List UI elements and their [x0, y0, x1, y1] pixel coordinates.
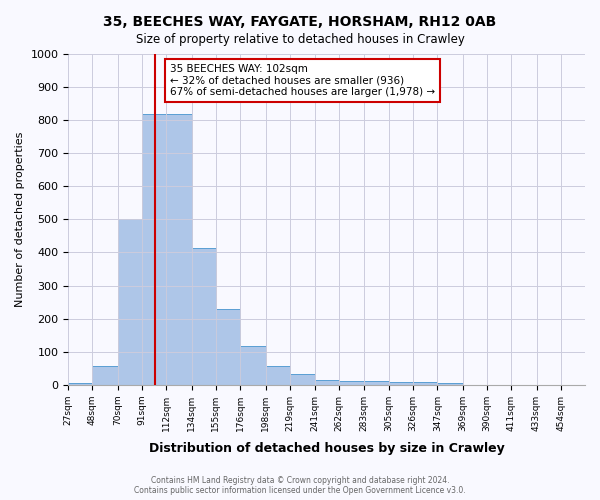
Y-axis label: Number of detached properties: Number of detached properties: [15, 132, 25, 307]
Bar: [118, 220, 142, 385]
Bar: [290, 374, 315, 385]
Bar: [166, 114, 191, 385]
Bar: [413, 382, 437, 385]
Bar: [92, 366, 118, 385]
Bar: [364, 381, 389, 385]
Text: Size of property relative to detached houses in Crawley: Size of property relative to detached ho…: [136, 32, 464, 46]
Bar: [142, 114, 166, 385]
X-axis label: Distribution of detached houses by size in Crawley: Distribution of detached houses by size …: [149, 442, 505, 455]
Text: Contains HM Land Registry data © Crown copyright and database right 2024.
Contai: Contains HM Land Registry data © Crown c…: [134, 476, 466, 495]
Text: 35, BEECHES WAY, FAYGATE, HORSHAM, RH12 0AB: 35, BEECHES WAY, FAYGATE, HORSHAM, RH12 …: [103, 15, 497, 29]
Bar: [389, 382, 413, 385]
Bar: [437, 383, 463, 385]
Text: 35 BEECHES WAY: 102sqm
← 32% of detached houses are smaller (936)
67% of semi-de: 35 BEECHES WAY: 102sqm ← 32% of detached…: [170, 64, 435, 97]
Bar: [240, 346, 266, 385]
Bar: [266, 366, 290, 385]
Bar: [68, 383, 92, 385]
Bar: [340, 381, 364, 385]
Bar: [191, 248, 216, 385]
Bar: [216, 310, 240, 385]
Bar: [315, 380, 340, 385]
